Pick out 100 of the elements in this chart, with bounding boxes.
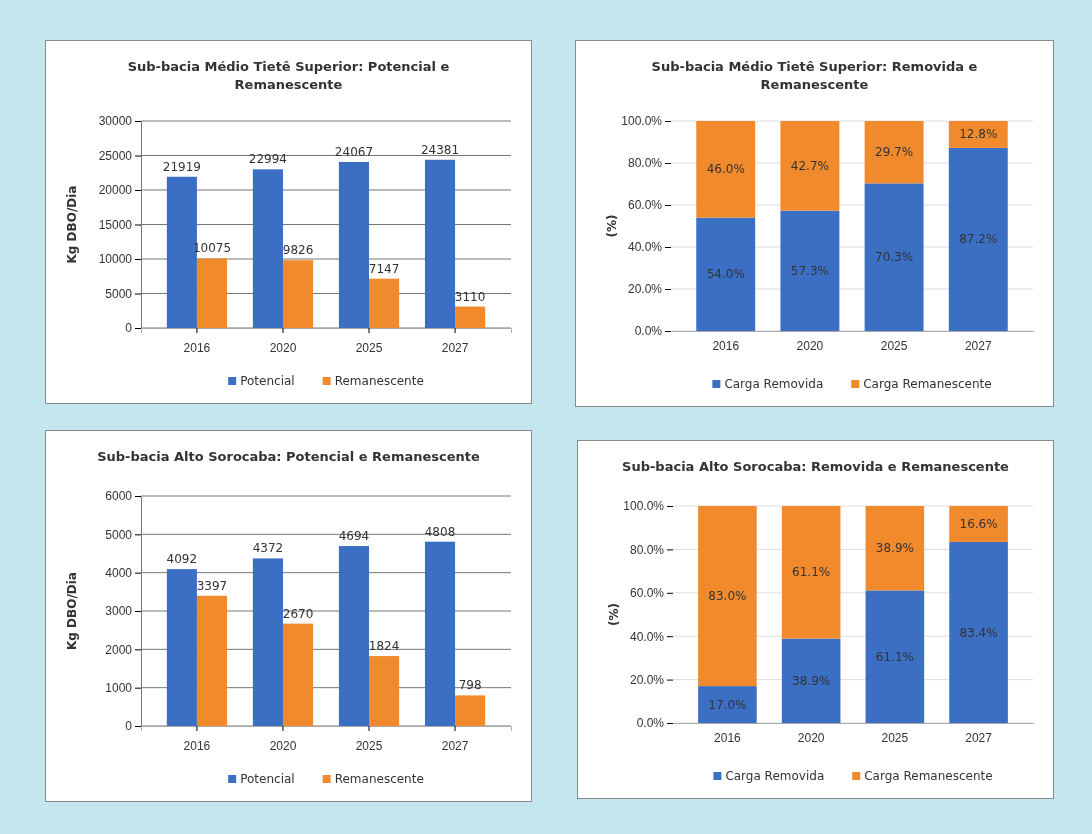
data-label: 3397 [196,578,228,593]
bar [698,506,757,687]
bar [696,121,756,218]
bar [781,506,841,639]
data-label: 21919 [162,159,201,174]
y-tick-label: 0.0% [636,716,665,731]
data-label: 16.6% [959,517,998,532]
x-tick-label: 2027 [964,338,992,353]
y-tick-label: 0 [125,719,133,734]
x-tick-label: 2025 [880,338,908,353]
data-label: 38.9% [792,673,831,688]
data-label: 46.0% [706,162,745,177]
data-label: 83.4% [959,625,998,640]
y-axis-title: (%) [607,603,621,626]
y-tick-label: 0.0% [634,324,663,339]
y-tick-label: 5000 [105,286,133,301]
data-label: 61.1% [792,565,831,580]
data-label: 1824 [368,639,400,654]
x-tick-label: 2025 [355,340,383,355]
bar [166,569,197,726]
y-tick-label: 100.0% [623,499,665,514]
legend-label: Carga Removida [725,769,825,783]
bar [455,695,486,726]
data-label: 87.2% [959,232,998,247]
bar [864,183,924,331]
legend-label: Potencial [240,772,295,786]
chart-title: Sub-bacia Alto Sorocaba: Potencial e Remanescente [97,449,481,464]
x-tick-label: 2025 [881,730,909,745]
legend-label: Carga Removida [724,377,824,391]
data-label: 7147 [368,261,400,276]
legend-label: Remanescente [334,772,424,786]
data-label: 2670 [282,606,314,621]
x-tick-label: 2016 [714,730,742,745]
bar [948,147,1008,331]
bar [780,210,840,331]
bar [781,638,841,723]
x-tick-label: 2016 [183,340,211,355]
bar [949,506,1008,543]
data-label: 38.9% [875,541,914,556]
x-tick-label: 2027 [441,340,469,355]
data-label: 70.3% [875,250,914,265]
y-tick-label: 4000 [105,566,133,581]
y-tick-label: 6000 [105,489,133,504]
y-tick-label: 10000 [98,252,133,267]
bar [424,159,456,328]
bar [196,595,228,726]
bar [696,217,756,331]
data-label: 17.0% [708,697,747,712]
y-tick-label: 20000 [98,183,133,198]
chart-title: Sub-bacia Alto Sorocaba: Removida e Remanescente [622,459,1010,474]
data-label: 57.3% [790,263,829,278]
x-tick-label: 2020 [796,338,824,353]
bar [369,278,400,328]
bar [865,506,925,591]
y-tick-label: 80.0% [627,156,663,171]
y-tick-label: 20.0% [629,672,665,687]
data-label: 12.8% [959,127,998,142]
x-tick-label: 2020 [269,340,297,355]
bar [196,258,228,328]
data-label: 42.7% [790,158,829,173]
bar [455,306,486,328]
data-label: 4092 [166,552,198,567]
bar [282,623,314,726]
y-tick-label: 60.0% [629,586,665,601]
data-label: 54.0% [706,267,745,282]
bar [698,686,757,723]
legend-label: Potencial [240,374,295,388]
data-label: 22994 [248,152,288,167]
legend-label: Carga Remanescente [864,769,993,783]
y-tick-label: 5000 [105,527,133,542]
y-tick-label: 25000 [98,148,133,163]
bar [424,541,456,726]
y-tick-label: 40.0% [629,629,665,644]
x-tick-label: 2025 [355,738,383,753]
data-label: 4372 [252,541,284,556]
bar [864,121,924,184]
bar [369,656,400,726]
y-tick-label: 60.0% [627,198,663,213]
data-label: 9826 [282,243,314,258]
x-tick-label: 2027 [965,730,993,745]
bar [949,542,1008,723]
x-tick-label: 2016 [183,738,211,753]
y-tick-label: 15000 [98,217,133,232]
y-tick-label: 1000 [105,681,133,696]
data-label: 4694 [338,529,370,544]
bar [282,260,314,328]
bar [252,169,283,328]
y-tick-label: 100.0% [621,114,663,129]
y-tick-label: 30000 [98,114,133,129]
data-label: 3110 [454,289,486,304]
y-tick-label: 80.0% [629,542,665,557]
x-tick-label: 2020 [797,730,825,745]
y-tick-label: 40.0% [627,240,663,255]
y-tick-label: 20.0% [627,282,663,297]
x-tick-label: 2016 [712,338,740,353]
y-tick-label: 0 [125,321,133,336]
y-axis-title: Kg DBO/Dia [65,572,79,650]
y-axis-title: (%) [605,214,619,238]
data-label: 61.1% [875,649,914,664]
y-tick-label: 3000 [105,604,133,619]
